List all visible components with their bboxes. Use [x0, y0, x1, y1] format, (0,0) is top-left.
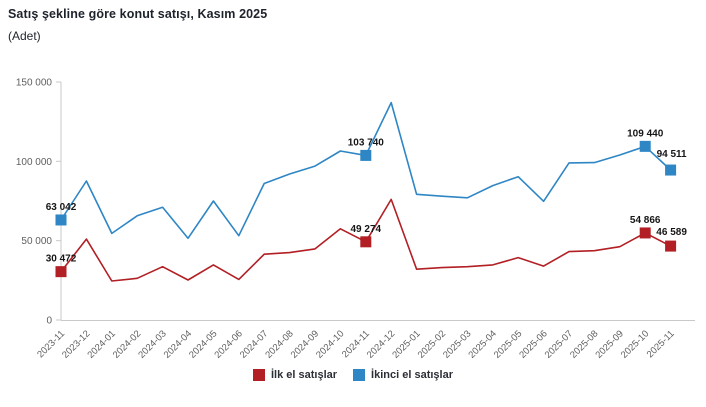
- data-point-marker[interactable]: [665, 240, 677, 252]
- x-axis-tick-label: 2025-11: [645, 328, 677, 360]
- chart-title: Satış şekline göre konut satışı, Kasım 2…: [8, 7, 268, 21]
- legend-label-first-hand: İlk el satışlar: [271, 369, 338, 381]
- legend-swatch-second-hand-icon: [353, 369, 366, 381]
- x-axis-tick-label: 2025-10: [619, 328, 651, 360]
- data-point-label: 30 472: [46, 254, 77, 265]
- x-axis-tick-label: 2024-10: [314, 328, 346, 360]
- legend-swatch-first-hand-icon: [253, 369, 265, 381]
- data-point-marker[interactable]: [665, 164, 677, 176]
- chart-legend: İlk el satışlar İkinci el satışlar: [0, 369, 706, 381]
- legend-item-second-hand-sales[interactable]: İkinci el satışlar: [353, 369, 453, 381]
- y-axis-tick-label: 0: [46, 316, 52, 327]
- data-point-label: 54 866: [630, 215, 661, 226]
- y-axis-tick-label: 50 000: [21, 236, 52, 247]
- y-axis-tick-label: 100 000: [16, 157, 53, 168]
- data-point-marker[interactable]: [639, 140, 651, 152]
- data-point-label: 63 042: [46, 202, 77, 213]
- data-point-label: 109 440: [627, 128, 664, 139]
- data-point-label: 94 511: [657, 149, 687, 160]
- data-point-marker[interactable]: [360, 236, 372, 248]
- series-line: [60, 101, 672, 240]
- legend-label-second-hand: İkinci el satışlar: [371, 369, 453, 381]
- data-point-marker[interactable]: [360, 149, 372, 161]
- data-point-marker[interactable]: [639, 227, 651, 239]
- data-point-marker[interactable]: [55, 266, 67, 278]
- chart-subtitle: (Adet): [8, 29, 41, 43]
- legend-item-first-hand-sales[interactable]: İlk el satışlar: [253, 369, 337, 381]
- y-axis-tick-label: 150 000: [16, 78, 53, 89]
- data-point-marker[interactable]: [55, 214, 67, 226]
- data-point-label: 103 740: [348, 137, 385, 148]
- data-point-label: 49 274: [351, 224, 382, 235]
- data-point-label: 46 589: [656, 227, 687, 238]
